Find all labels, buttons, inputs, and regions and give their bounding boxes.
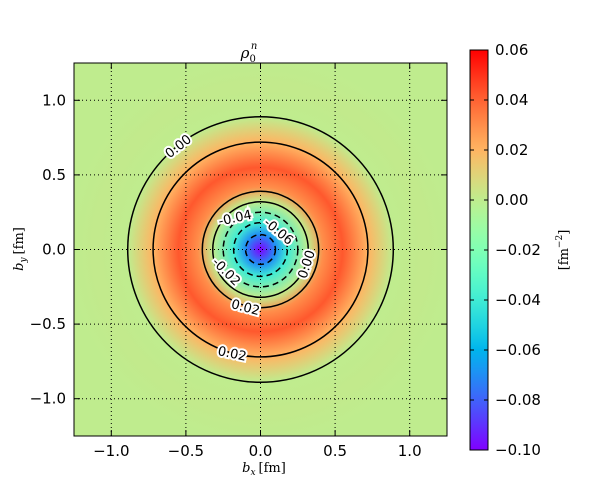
- colorbar-tick-label: −0.02: [495, 241, 541, 259]
- x-label-base: b: [242, 461, 250, 476]
- contours: [126, 115, 395, 384]
- colorbar-ticks: 0.06 0.04 0.02 0.00 −0.02 −0.04 −0.06 −0.08 −0.1…: [470, 41, 541, 459]
- y-axis-label: by [fm]: [12, 227, 29, 271]
- colorbar-tick-label: 0.04: [495, 91, 528, 109]
- title-sup: n: [251, 41, 257, 52]
- plot-area: 0.00-0.04 -0.060.00-0.020.020.02 −1.0 −0.5…: [30, 62, 448, 460]
- contour-line: [232, 221, 289, 278]
- y-label-sub: y: [19, 257, 29, 264]
- title-base: ρ: [240, 44, 250, 62]
- contour-line: [222, 211, 299, 288]
- x-tick-label: 1.0: [398, 442, 422, 460]
- y-tick-label: 1.0: [42, 91, 66, 109]
- colorbar-label-close: ]: [557, 230, 572, 235]
- chart-title: ρ0 n: [240, 41, 258, 65]
- contour-line: [212, 201, 309, 298]
- x-label-unit: [fm]: [259, 461, 286, 476]
- y-label-base: b: [12, 263, 27, 271]
- x-tick-label: −1.0: [93, 442, 129, 460]
- colorbar-tick-label: −0.06: [495, 341, 541, 359]
- x-label-sub: x: [250, 468, 255, 478]
- colorbar-label-base: [fm: [557, 248, 572, 270]
- colorbar-tick-label: 0.02: [495, 141, 528, 159]
- colorbar-tick-label: −0.04: [495, 291, 541, 309]
- contour-line: [244, 233, 277, 266]
- y-tick-label: 0.0: [42, 241, 66, 259]
- colorbar-tick-label: −0.08: [495, 391, 541, 409]
- x-axis-ticks: −1.0 −0.5 0.0 0.5 1.0: [93, 63, 422, 460]
- contour-line: [152, 141, 369, 358]
- colorbar-fill: [470, 50, 488, 450]
- contour-line: [126, 115, 395, 384]
- y-label-unit: [fm]: [12, 227, 27, 254]
- title-sub: 0: [250, 54, 256, 65]
- x-tick-label: 0.5: [323, 442, 347, 460]
- colorbar-tick-label: −0.10: [495, 441, 541, 459]
- x-tick-label: 0.0: [249, 442, 273, 460]
- plot-background: [74, 63, 447, 436]
- colorbar-tick-label: 0.00: [495, 191, 528, 209]
- y-tick-label: −0.5: [30, 315, 66, 333]
- colorbar-label-sup: −2: [555, 235, 565, 248]
- y-tick-label: 0.5: [42, 166, 66, 184]
- y-tick-label: −1.0: [30, 390, 66, 408]
- colorbar: 0.06 0.04 0.02 0.00 −0.02 −0.04 −0.06 −0.08 −0.1…: [469, 41, 572, 459]
- y-axis-ticks: −1.0 −0.5 0.0 0.5 1.0: [30, 91, 447, 408]
- x-axis-label: bx [fm]: [242, 461, 286, 478]
- colorbar-tick-label: 0.06: [495, 41, 528, 59]
- colorbar-label: [fm−2]: [555, 230, 572, 271]
- contour-line: [201, 190, 320, 309]
- x-tick-label: −0.5: [168, 442, 204, 460]
